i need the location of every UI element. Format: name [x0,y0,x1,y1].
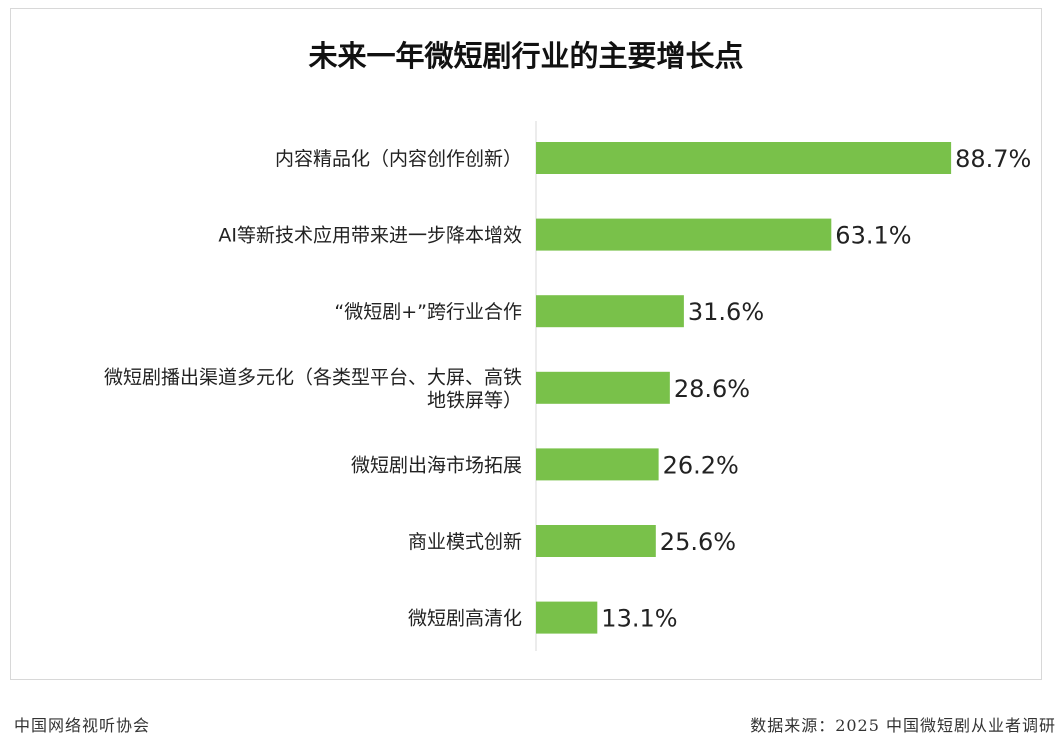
value-label: 13.1% [601,605,677,633]
value-label: 31.6% [688,298,764,326]
chart-frame: 未来一年微短剧行业的主要增长点 88.7% 内容精品化（内容创作创新） 63.1% A… [10,8,1042,680]
value-label: 63.1% [835,222,911,250]
value-label: 28.6% [674,375,750,403]
category-label: 微短剧播出渠道多元化（各类型平台、大屏、高铁 [104,366,522,388]
publisher-credit: 中国网络视听协会 [14,716,151,735]
chart-title: 未来一年微短剧行业的主要增长点 [308,39,744,73]
bar [536,601,598,634]
value-label: 26.2% [663,451,739,479]
value-label: 25.6% [660,528,736,556]
bar [536,295,684,328]
category-label: “微短剧+”跨行业合作 [334,301,522,323]
bar [536,371,670,404]
bar-chart: 88.7% 内容精品化（内容创作创新） 63.1% AI等新技术应用带来进一步降本增效… [104,121,1031,651]
category-label: 微短剧出海市场拓展 [351,454,522,476]
category-label: AI等新技术应用带来进一步降本增效 [218,225,522,247]
bar [536,525,656,557]
bar [536,142,952,174]
bar [536,448,659,481]
category-label: 商业模式创新 [408,531,522,553]
category-label: 微短剧高清化 [408,608,522,630]
value-label: 88.7% [955,145,1031,173]
category-label: 内容精品化（内容创作创新） [275,148,522,170]
data-source: 数据来源：2025 中国微短剧从业者调研 [750,716,1056,735]
bar [536,218,832,251]
category-label: 地铁屏等） [427,389,522,411]
